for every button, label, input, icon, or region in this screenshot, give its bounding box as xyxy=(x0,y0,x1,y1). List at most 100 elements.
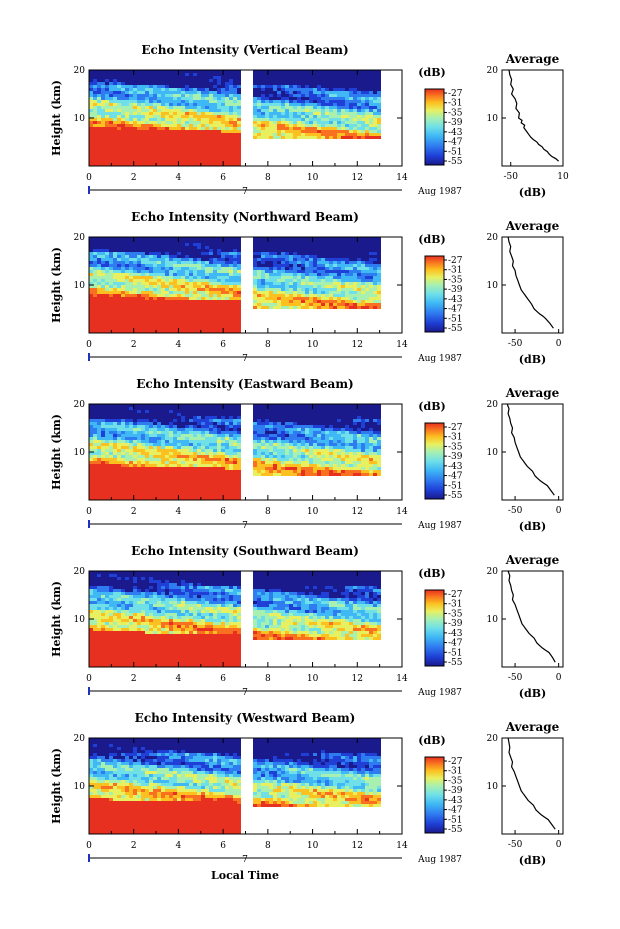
heatmap-cell xyxy=(177,297,181,300)
heatmap-cell xyxy=(157,288,161,291)
heatmap-cell xyxy=(317,282,321,285)
heatmap-cell xyxy=(341,258,345,261)
heatmap-cell xyxy=(185,285,189,288)
heatmap-cell xyxy=(217,133,221,136)
heatmap-cell xyxy=(125,461,129,464)
heatmap-cell xyxy=(117,246,121,249)
heatmap-cell xyxy=(217,285,221,288)
heatmap-cell xyxy=(93,106,97,109)
heatmap-cell xyxy=(253,279,257,282)
heatmap-cell xyxy=(309,267,313,270)
heatmap-cell xyxy=(217,321,221,324)
heatmap-cell xyxy=(221,130,225,133)
beam-panel: Echo Intensity (Eastward Beam)0 2 4 6 8 10 12 1… xyxy=(50,377,564,533)
heatmap-cell xyxy=(113,288,117,291)
heatmap-cell xyxy=(141,118,145,121)
heatmap-cell xyxy=(197,449,201,452)
heatmap-cell xyxy=(265,255,269,258)
heatmap-cell xyxy=(169,431,173,434)
heatmap-cell xyxy=(141,76,145,79)
heatmap-cell xyxy=(217,103,221,106)
heatmap-cell xyxy=(193,467,197,470)
heatmap-cell xyxy=(349,109,353,112)
heatmap-cell xyxy=(281,76,285,79)
heatmap-cell xyxy=(269,97,273,100)
heatmap-cell xyxy=(93,431,97,434)
heatmap-cell xyxy=(277,133,281,136)
heatmap-cell xyxy=(101,106,105,109)
heatmap-cell xyxy=(177,130,181,133)
heatmap-cell xyxy=(189,476,193,479)
heatmap-cell xyxy=(213,127,217,130)
heatmap-cell xyxy=(377,112,381,115)
heatmap-cell xyxy=(145,142,149,145)
heatmap-cell xyxy=(181,413,185,416)
heatmap-cell xyxy=(201,446,205,449)
heatmap-cell xyxy=(149,413,153,416)
heatmap-cell xyxy=(237,91,241,94)
heatmap-cell xyxy=(177,491,181,494)
heatmap-cell xyxy=(89,464,93,467)
heatmap-cell xyxy=(277,252,281,255)
heatmap-cell xyxy=(365,121,369,124)
heatmap-cell xyxy=(133,279,137,282)
heatmap-cell xyxy=(193,416,197,419)
heatmap-cell xyxy=(113,470,117,473)
heatmap-cell xyxy=(121,79,125,82)
heatmap-cell xyxy=(265,76,269,79)
heatmap-cell xyxy=(273,300,277,303)
heatmap-cell xyxy=(145,431,149,434)
heatmap-cell xyxy=(169,82,173,85)
heatmap-cell xyxy=(289,82,293,85)
heatmap-cell xyxy=(105,115,109,118)
heatmap-cell xyxy=(361,82,365,85)
heatmap-cell xyxy=(373,264,377,267)
heatmap-cell xyxy=(101,103,105,106)
heatmap-cell xyxy=(161,79,165,82)
heatmap-cell xyxy=(185,88,189,91)
heatmap-cell xyxy=(161,100,165,103)
heatmap-cell xyxy=(153,88,157,91)
heatmap-cell xyxy=(237,315,241,318)
heatmap-cell xyxy=(153,151,157,154)
heatmap-cell xyxy=(289,73,293,76)
heatmap-cell xyxy=(253,127,257,130)
heatmap-cell xyxy=(169,240,173,243)
heatmap-cell xyxy=(297,249,301,252)
heatmap-cell xyxy=(373,88,377,91)
heatmap-cell xyxy=(237,294,241,297)
heatmap-cell xyxy=(153,464,157,467)
heatmap-cell xyxy=(101,425,105,428)
heatmap-cell xyxy=(209,124,213,127)
heatmap-cell xyxy=(209,252,213,255)
heatmap-cell xyxy=(321,270,325,273)
heatmap-cell xyxy=(269,115,273,118)
heatmap-cell xyxy=(173,97,177,100)
date-tick-label: 7 xyxy=(242,354,248,364)
heatmap-cell xyxy=(373,124,377,127)
heatmap-cell xyxy=(197,407,201,410)
heatmap-cell xyxy=(181,440,185,443)
heatmap-cell xyxy=(129,103,133,106)
heatmap-cell xyxy=(153,297,157,300)
heatmap-cell xyxy=(177,118,181,121)
heatmap-cell xyxy=(109,291,113,294)
heatmap-cell xyxy=(133,324,137,327)
heatmap-cell xyxy=(153,76,157,79)
heatmap-cell xyxy=(229,145,233,148)
heatmap-cell xyxy=(369,76,373,79)
heatmap-cell xyxy=(357,124,361,127)
heatmap-cell xyxy=(105,482,109,485)
heatmap-cell xyxy=(353,306,357,309)
heatmap-cell xyxy=(265,258,269,261)
heatmap-cell xyxy=(213,312,217,315)
heatmap-cell xyxy=(217,94,221,97)
heatmap-cell xyxy=(173,252,177,255)
heatmap-cell xyxy=(325,240,329,243)
heatmap-cell xyxy=(341,285,345,288)
heatmap-cell xyxy=(253,136,257,139)
heatmap-cell xyxy=(89,267,93,270)
heatmap-cell xyxy=(161,261,165,264)
heatmap-cell xyxy=(157,327,161,330)
heatmap-cell xyxy=(197,237,201,240)
